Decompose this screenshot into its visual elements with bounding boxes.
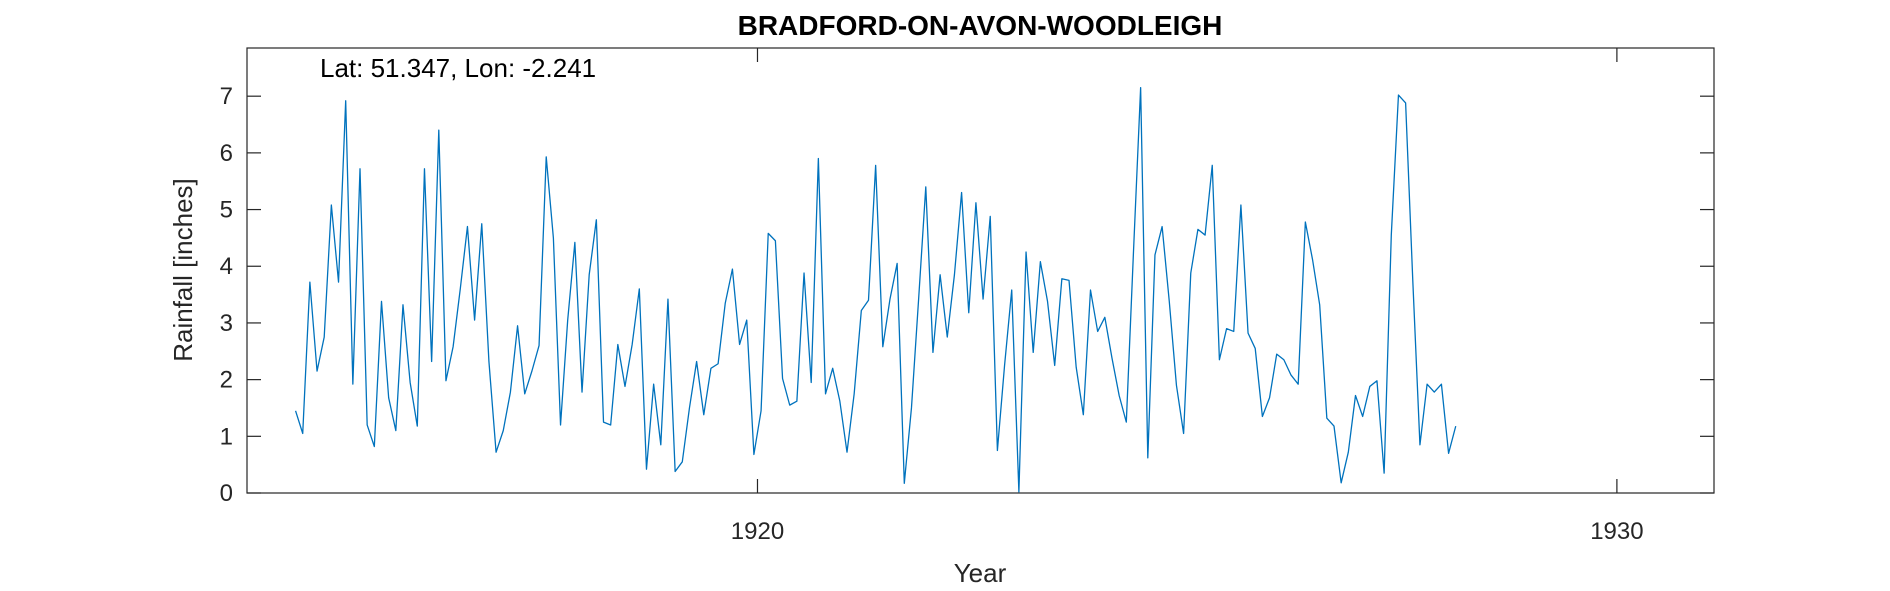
y-tick-label: 5 [220, 197, 233, 224]
x-axis-ticks: 1920 1930 [731, 48, 1644, 545]
x-axis-label: Year [954, 558, 1007, 588]
y-tick-label: 4 [220, 253, 233, 280]
rainfall-series-line [294, 87, 1457, 493]
y-axis-ticks: 0 1 2 3 4 5 6 7 [220, 83, 1714, 507]
chart-title: BRADFORD-ON-AVON-WOODLEIGH [738, 10, 1223, 41]
y-tick-label: 0 [220, 480, 233, 507]
y-axis-label: Rainfall [inches] [168, 178, 198, 362]
y-tick-label: 6 [220, 140, 233, 167]
y-tick-label: 3 [220, 310, 233, 337]
location-annotation: Lat: 51.347, Lon: -2.241 [320, 53, 596, 83]
x-tick-label: 1920 [731, 518, 784, 545]
x-tick-label: 1930 [1590, 518, 1643, 545]
y-tick-label: 2 [220, 367, 233, 394]
y-tick-label: 1 [220, 423, 233, 450]
y-tick-label: 7 [220, 83, 233, 110]
